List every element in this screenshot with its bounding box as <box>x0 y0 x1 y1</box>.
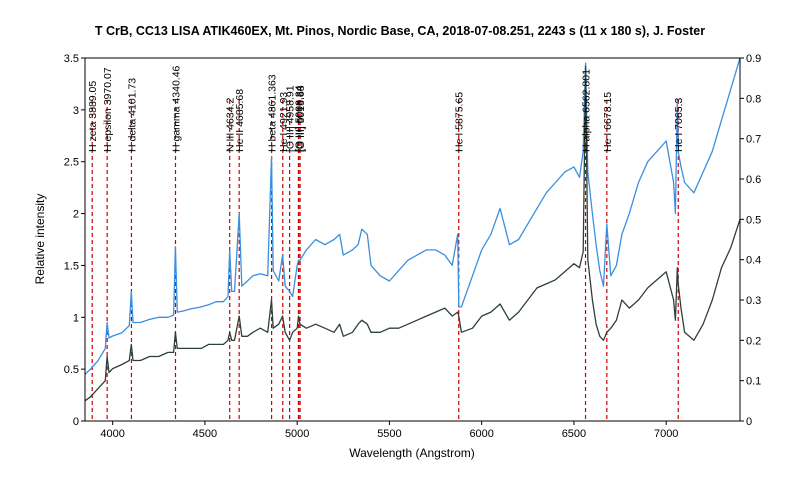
y-axis-label: Relative intensity <box>33 194 47 285</box>
emission-line-label-9: [O III] 5006.84 <box>293 85 305 152</box>
spectrum-series <box>84 57 741 402</box>
x-tick-label: 5500 <box>377 428 401 440</box>
y-tick-label: 0 <box>73 416 79 428</box>
y-tick-label: 1 <box>73 312 79 324</box>
x-tick-label: 4500 <box>193 428 217 440</box>
y-tick-label: 0.5 <box>64 364 79 376</box>
y2-tick-label: 0.2 <box>746 335 761 347</box>
emission-line-label-11: [O III] 5015.68 <box>295 85 307 152</box>
emission-line-label-4: N III 4634.2 <box>225 98 237 152</box>
emission-line-labels: H zeta 3889.05 H epsilon 3970.07 H delta 4… <box>87 65 685 152</box>
emission-line-label-8: [O III] 4958.91 <box>285 85 297 152</box>
emission-line-label-10: [O III] 5008.24 <box>294 85 306 152</box>
y-tick-label: 3.5 <box>64 53 79 65</box>
emission-line-label-13: H alpha 6562.801 <box>581 69 593 152</box>
y-tick-label: 2 <box>73 209 79 221</box>
emission-line-label-0: H zeta 3889.05 <box>87 81 99 152</box>
y2-tick-label: 0.9 <box>746 53 761 65</box>
x-tick-label: 6500 <box>562 428 586 440</box>
emission-line-label-6: H beta 4861.363 <box>267 74 279 152</box>
spectrum-line-1 <box>84 65 741 402</box>
x-tick-label: 4000 <box>100 428 124 440</box>
y2-tick-label: 0 <box>746 416 752 428</box>
emission-line-label-1: H epsilon 3970.07 <box>102 67 114 152</box>
emission-line-label-14: He I 6678.15 <box>602 92 614 152</box>
x-tick-label: 6000 <box>469 428 493 440</box>
chart-title: T CrB, CC13 LISA ATIK460EX, Mt. Pinos, N… <box>94 24 706 38</box>
spectrum-line-0 <box>84 57 741 375</box>
emission-line-label-12: He I 5875.65 <box>454 92 466 152</box>
y2-tick-label: 0.6 <box>746 174 761 186</box>
emission-line-label-2: H delta 4101.73 <box>126 78 138 152</box>
x-tick-label: 7000 <box>654 428 678 440</box>
emission-line-label-7: He I 4921.93 <box>278 92 290 152</box>
y-tick-label: 1.5 <box>64 260 79 272</box>
axis-ticks: 4000 4500 5000 5500 6000 6500 7000 0 0.5 1 1.5 2 2.5… <box>64 53 762 440</box>
emission-line-label-15: He I 7065.3 <box>673 98 685 152</box>
y2-tick-label: 0.5 <box>746 214 761 226</box>
x-tick-label: 5000 <box>285 428 309 440</box>
y-tick-label: 2.5 <box>64 157 79 169</box>
x-axis-label: Wavelength (Angstrom) <box>349 446 475 460</box>
plot-frame <box>84 57 741 422</box>
y2-tick-label: 0.8 <box>746 93 761 105</box>
emission-line-markers <box>91 100 679 421</box>
y2-tick-label: 0.4 <box>746 255 761 267</box>
y-tick-label: 3 <box>73 105 79 117</box>
emission-line-label-5: He II 4685.68 <box>234 89 246 152</box>
y2-tick-label: 0.1 <box>746 376 761 388</box>
y2-tick-label: 0.3 <box>746 295 761 307</box>
y2-tick-label: 0.7 <box>746 134 761 146</box>
emission-line-label-3: H gamma 4340.46 <box>170 65 182 152</box>
